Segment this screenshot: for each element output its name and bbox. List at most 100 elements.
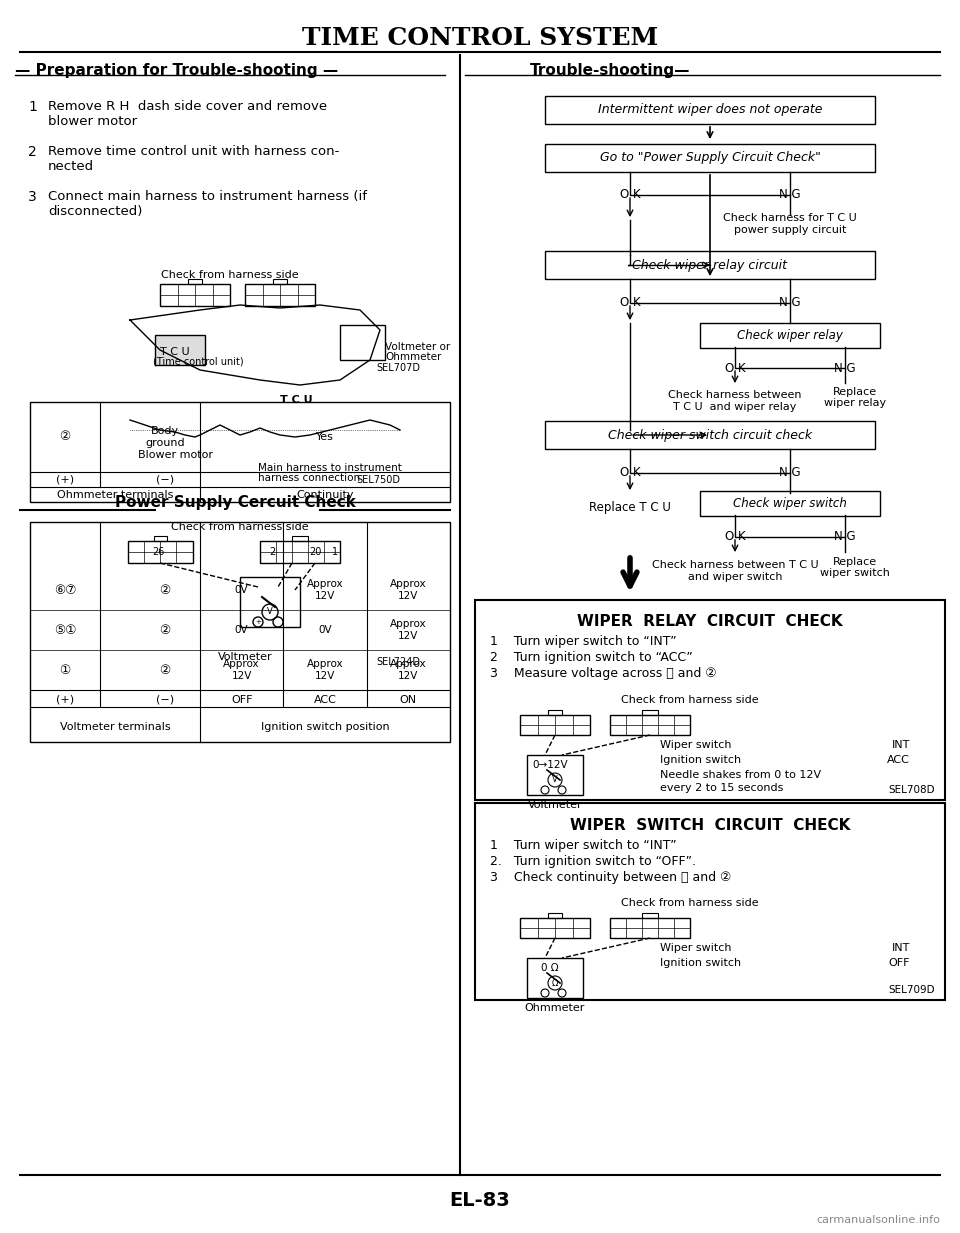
Text: Remove time control unit with harness con-
nected: Remove time control unit with harness co… (48, 145, 340, 173)
Text: WIPER  SWITCH  CIRCUIT  CHECK: WIPER SWITCH CIRCUIT CHECK (570, 817, 851, 832)
Text: Check from harness side: Check from harness side (171, 522, 309, 531)
Text: +: + (255, 619, 261, 625)
Text: 0 Ω: 0 Ω (541, 963, 559, 973)
Text: 1    Turn wiper switch to “INT”: 1 Turn wiper switch to “INT” (490, 838, 677, 852)
Text: ACC: ACC (314, 695, 336, 705)
Text: Ohmmeter: Ohmmeter (385, 351, 442, 363)
Bar (610, 919, 690, 938)
Bar (245, 284, 315, 306)
Bar (30, 402, 450, 502)
Bar (154, 536, 166, 541)
Text: (+): (+) (56, 475, 74, 485)
Text: (Time control unit): (Time control unit) (153, 358, 244, 367)
Text: 2: 2 (269, 547, 276, 557)
Text: Approx
12V: Approx 12V (306, 660, 344, 681)
Text: SEL707D: SEL707D (376, 363, 420, 374)
Text: Check wiper relay circuit: Check wiper relay circuit (633, 259, 787, 271)
Text: (+): (+) (56, 695, 74, 705)
Text: Ω: Ω (552, 979, 558, 988)
Text: O K: O K (620, 466, 640, 480)
Text: INT: INT (892, 740, 910, 750)
Bar (155, 335, 205, 365)
Text: Approx
12V: Approx 12V (390, 619, 426, 641)
Text: Go to "Power Supply Circuit Check": Go to "Power Supply Circuit Check" (600, 152, 821, 164)
Text: INT: INT (892, 943, 910, 953)
Text: Wiper switch: Wiper switch (660, 943, 732, 953)
Bar (30, 522, 450, 742)
Text: Approx
12V: Approx 12V (306, 580, 344, 600)
Text: O K: O K (725, 530, 745, 544)
Text: Replace: Replace (833, 557, 877, 567)
Text: 1    Turn wiper switch to “INT”: 1 Turn wiper switch to “INT” (490, 635, 677, 649)
Text: Ohmmeter terminals: Ohmmeter terminals (57, 490, 173, 501)
Text: 3    Check continuity between ⑫ and ②: 3 Check continuity between ⑫ and ② (490, 870, 732, 884)
Text: N G: N G (834, 530, 855, 544)
Bar (548, 710, 562, 715)
Text: ⑤①: ⑤① (54, 624, 76, 636)
Bar (292, 536, 308, 541)
Text: Ohmmeter: Ohmmeter (525, 1002, 586, 1014)
Text: V: V (267, 608, 273, 616)
Text: 0V: 0V (235, 584, 249, 596)
Text: 26: 26 (152, 547, 164, 557)
Text: Connect main harness to instrument harness (if
disconnected): Connect main harness to instrument harne… (48, 190, 367, 218)
Text: SEL708D: SEL708D (888, 785, 935, 795)
Bar (520, 715, 590, 735)
Text: N G: N G (834, 361, 855, 375)
Text: TIME CONTROL SYSTEM: TIME CONTROL SYSTEM (302, 26, 658, 51)
Text: wiper relay: wiper relay (824, 398, 886, 408)
Text: 2: 2 (28, 145, 36, 159)
Text: every 2 to 15 seconds: every 2 to 15 seconds (660, 783, 783, 793)
Text: N G: N G (780, 466, 801, 480)
Text: Remove R H  dash side cover and remove
blower motor: Remove R H dash side cover and remove bl… (48, 100, 327, 128)
Text: Check wiper relay: Check wiper relay (737, 328, 843, 342)
Text: 0V: 0V (318, 625, 332, 635)
Text: ON: ON (399, 695, 417, 705)
Text: SEL709D: SEL709D (888, 985, 935, 995)
Text: 3    Measure voltage across ⓔ and ②: 3 Measure voltage across ⓔ and ② (490, 667, 716, 681)
Text: ②: ② (159, 663, 171, 677)
Text: Voltmeter: Voltmeter (528, 800, 583, 810)
Text: Approx
12V: Approx 12V (390, 660, 426, 681)
Text: 0V: 0V (235, 625, 249, 635)
Text: Check from harness side: Check from harness side (161, 270, 299, 280)
Bar (128, 541, 193, 563)
Text: EL-83: EL-83 (449, 1191, 511, 1210)
Text: O K: O K (725, 361, 745, 375)
Text: 1: 1 (28, 100, 36, 113)
Bar (610, 715, 690, 735)
Bar (548, 912, 562, 919)
Bar (527, 958, 583, 997)
Text: ⑥⑦: ⑥⑦ (54, 583, 76, 597)
Text: Ignition switch position: Ignition switch position (261, 723, 390, 732)
Text: Ignition switch: Ignition switch (660, 958, 741, 968)
Text: N G: N G (780, 189, 801, 201)
Text: Check wiper switch: Check wiper switch (733, 497, 847, 509)
Bar (475, 803, 945, 1000)
Text: Approx
12V: Approx 12V (390, 580, 426, 600)
Text: Blower motor: Blower motor (138, 450, 213, 460)
Text: 2    Turn ignition switch to “ACC”: 2 Turn ignition switch to “ACC” (490, 651, 693, 665)
Bar (642, 912, 658, 919)
Text: Voltmeter or: Voltmeter or (385, 342, 450, 351)
Text: Check harness for T C U: Check harness for T C U (723, 213, 857, 223)
Bar (520, 919, 590, 938)
Text: 2.   Turn ignition switch to “OFF”.: 2. Turn ignition switch to “OFF”. (490, 854, 696, 868)
Text: ②: ② (159, 583, 171, 597)
Text: Power Supply Cercuit Check: Power Supply Cercuit Check (114, 494, 355, 509)
Bar (160, 284, 230, 306)
Text: WIPER  RELAY  CIRCUIT  CHECK: WIPER RELAY CIRCUIT CHECK (577, 614, 843, 630)
Text: (−): (−) (156, 695, 174, 705)
Text: Ignition switch: Ignition switch (660, 755, 741, 764)
Text: T C U  and wiper relay: T C U and wiper relay (673, 402, 797, 412)
Text: Voltmeter terminals: Voltmeter terminals (60, 723, 170, 732)
Text: T C U: T C U (280, 395, 313, 404)
Text: ①: ① (60, 663, 71, 677)
Text: ACC: ACC (887, 755, 910, 764)
Text: OFF: OFF (231, 695, 252, 705)
Text: Continuity: Continuity (297, 490, 353, 501)
Bar (340, 326, 385, 360)
Text: carmanualsonline.info: carmanualsonline.info (816, 1215, 940, 1226)
Text: Check harness between T C U: Check harness between T C U (652, 560, 818, 570)
Text: O K: O K (620, 296, 640, 309)
